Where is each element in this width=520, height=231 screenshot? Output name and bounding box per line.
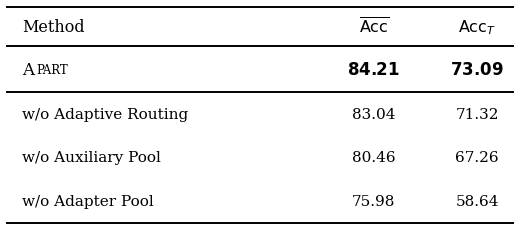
Text: 80.46: 80.46: [352, 151, 396, 165]
Text: 75.98: 75.98: [352, 194, 396, 208]
Text: A: A: [22, 61, 34, 78]
Text: 83.04: 83.04: [352, 107, 396, 121]
Text: w/o Adaptive Routing: w/o Adaptive Routing: [22, 107, 188, 121]
Text: 58.64: 58.64: [456, 194, 499, 208]
Text: 67.26: 67.26: [456, 151, 499, 165]
Text: Method: Method: [22, 19, 85, 36]
Text: PART: PART: [36, 63, 68, 76]
Text: $\mathbf{84.21}$: $\mathbf{84.21}$: [347, 61, 400, 78]
Text: $\overline{\mathrm{Acc}}$: $\overline{\mathrm{Acc}}$: [358, 18, 389, 38]
Text: 71.32: 71.32: [456, 107, 499, 121]
Text: w/o Auxiliary Pool: w/o Auxiliary Pool: [22, 151, 161, 165]
Text: $\mathrm{Acc}_{T}$: $\mathrm{Acc}_{T}$: [458, 18, 496, 37]
Text: $\mathbf{73.09}$: $\mathbf{73.09}$: [450, 61, 504, 78]
Text: w/o Adapter Pool: w/o Adapter Pool: [22, 194, 154, 208]
